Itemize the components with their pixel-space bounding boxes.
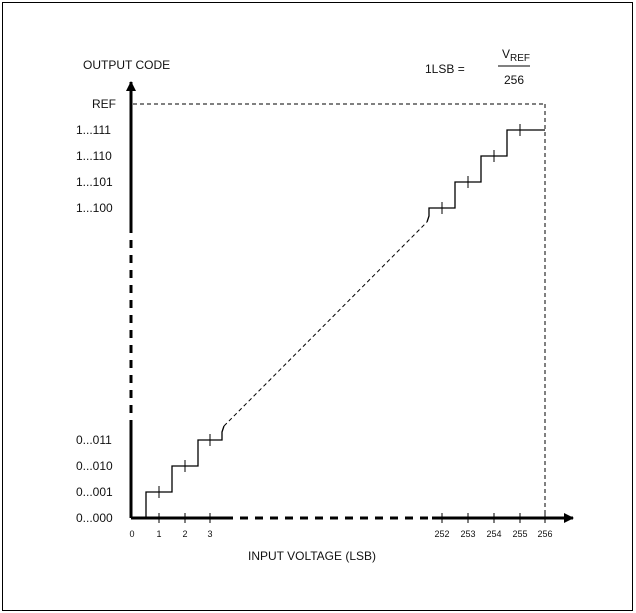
y-label-0-000: 0...000 [76, 511, 113, 525]
formula-denominator: 256 [504, 73, 524, 87]
x-axis-labels: 0 1 2 3 252 253 254 255 256 [129, 529, 552, 539]
staircase-low [145, 425, 225, 518]
x-tick-label-253: 253 [460, 529, 475, 539]
y-axis-labels: REF 1...111 1...110 1...101 1...100 0...… [76, 97, 116, 525]
x-tick-label-2: 2 [182, 529, 187, 539]
y-label-1-100: 1...100 [76, 201, 113, 215]
x-tick-label-255: 255 [512, 529, 527, 539]
x-tick-marks [158, 513, 546, 523]
x-tick-label-1: 1 [156, 529, 161, 539]
y-axis-title: OUTPUT CODE [83, 58, 170, 72]
x-tick-label-256: 256 [537, 529, 552, 539]
y-label-ref: REF [92, 97, 116, 111]
formula-numerator-sub: REF [510, 53, 530, 64]
step-tick-marks [158, 124, 521, 498]
y-label-1-111: 1...111 [76, 123, 111, 137]
y-label-0-001: 0...001 [76, 485, 113, 499]
x-axis-title: INPUT VOLTAGE (LSB) [248, 549, 376, 563]
formula-numerator-main: V [502, 47, 510, 61]
ref-guide-lines [133, 103, 546, 516]
formula-numerator: VREF [502, 47, 530, 64]
x-tick-label-252: 252 [434, 529, 449, 539]
y-label-0-011: 0...011 [76, 433, 112, 447]
formula-lhs: 1LSB = [425, 62, 465, 76]
y-label-0-010: 0...010 [76, 459, 113, 473]
lsb-formula: 1LSB = VREF 256 [425, 47, 530, 87]
x-tick-label-3: 3 [207, 529, 212, 539]
y-label-1-101: 1...101 [76, 175, 113, 189]
x-tick-label-0: 0 [129, 529, 134, 539]
staircase-high [426, 129, 545, 223]
y-label-1-110: 1...110 [76, 149, 112, 163]
x-tick-label-254: 254 [486, 529, 501, 539]
dashed-transition [223, 221, 428, 427]
